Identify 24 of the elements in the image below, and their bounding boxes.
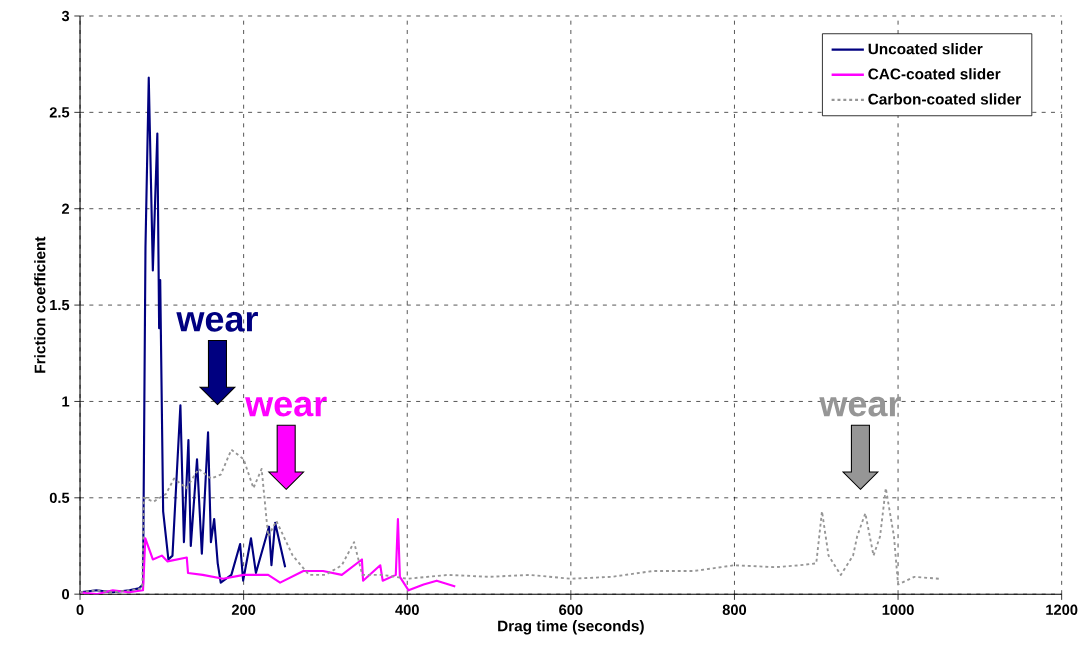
y-tick-label: 2 <box>61 203 70 214</box>
x-tick-label: 400 <box>395 604 419 615</box>
annotation: wear <box>245 396 327 417</box>
x-tick-label: 1000 <box>882 604 914 615</box>
line-series <box>80 517 457 595</box>
y-axis-title: Friction coefficient <box>34 236 46 373</box>
x-tick-label: 1200 <box>1046 604 1078 615</box>
legend-label: Uncoated slider <box>868 42 983 55</box>
y-tick-label: 0.5 <box>49 492 70 503</box>
y-tick-label: 2.5 <box>49 107 70 118</box>
x-tick-label: 800 <box>722 604 747 615</box>
legend-label: Carbon-coated slider <box>868 93 1021 105</box>
x-tick-label: 600 <box>559 604 583 615</box>
annotation: wear <box>819 396 901 417</box>
x-axis-title: Drag time (seconds) <box>498 620 644 635</box>
line-series <box>80 448 940 594</box>
y-tick-label: 1.5 <box>50 299 70 311</box>
y-tick-label: 3 <box>61 10 70 22</box>
x-tick-label: 0 <box>76 604 84 615</box>
x-tick-label: 200 <box>231 604 256 615</box>
y-tick-label: 1 <box>62 396 70 407</box>
legend-label: CAC-coated slider <box>868 68 1001 80</box>
annotation: wear <box>176 311 258 332</box>
y-tick-label: 0 <box>62 588 70 600</box>
